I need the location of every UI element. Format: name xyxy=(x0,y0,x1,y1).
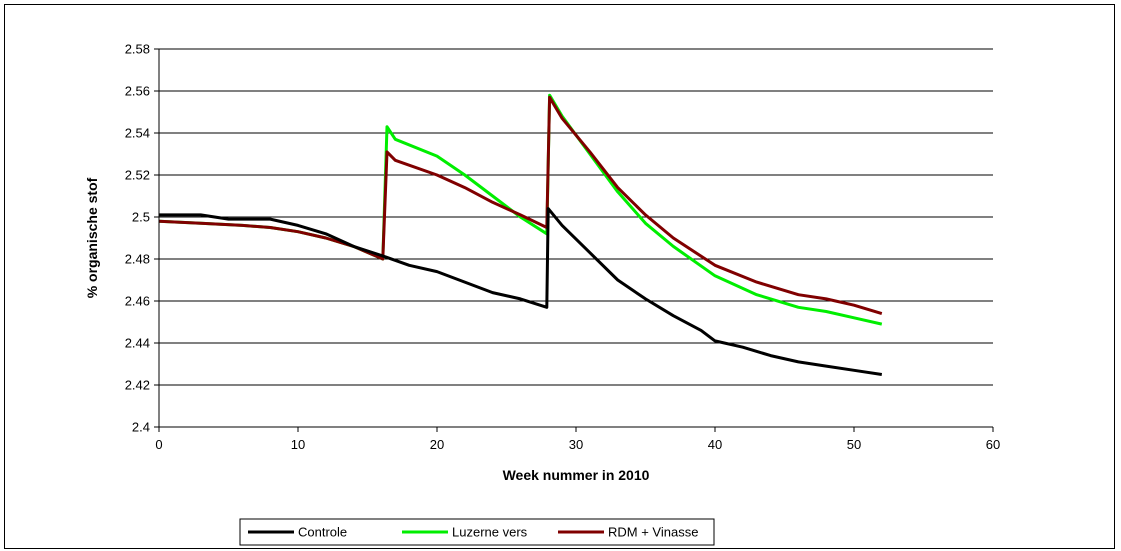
axes xyxy=(154,48,994,432)
series-line-luzerne-vers xyxy=(158,93,883,326)
y-tick-label: 2.46 xyxy=(125,294,150,309)
y-tick-label: 2.56 xyxy=(125,84,150,99)
x-tick-label: 0 xyxy=(155,437,162,452)
line-chart: 2.4 2.42 2.44 2.46 2.48 2.5 2.52 2.54 2.56 2.58 0… xyxy=(84,42,1000,546)
y-tick-label: 2.48 xyxy=(125,252,150,267)
legend-box xyxy=(239,518,715,546)
x-tick-label: 60 xyxy=(986,437,1000,452)
y-tick-labels: 2.4 2.42 2.44 2.46 2.48 2.5 2.52 2.54 2.56 2.58 xyxy=(125,42,150,435)
y-tick-label: 2.5 xyxy=(132,210,150,225)
legend-label: RDM + Vinasse xyxy=(608,525,698,540)
chart-frame: 2.4 2.42 2.44 2.46 2.48 2.5 2.52 2.54 2.56 2.58 0… xyxy=(4,4,1115,549)
x-tick-label: 20 xyxy=(430,437,444,452)
x-tick-label: 10 xyxy=(291,437,305,452)
series-line-controle xyxy=(159,207,883,376)
y-tick-label: 2.54 xyxy=(125,126,150,141)
x-tick-label: 30 xyxy=(569,437,583,452)
y-tick-label: 2.42 xyxy=(125,378,150,393)
legend-label: Controle xyxy=(298,525,347,540)
x-tick-label: 50 xyxy=(847,437,861,452)
y-tick-label: 2.4 xyxy=(132,420,150,435)
legend: Controle Luzerne vers RDM + Vinasse xyxy=(239,518,715,546)
legend-label: Luzerne vers xyxy=(452,525,528,540)
series-lines xyxy=(158,93,883,376)
y-axis-title: % organische stof xyxy=(84,177,100,298)
y-tick-label: 2.52 xyxy=(125,168,150,183)
x-tick-labels: 0 10 20 30 40 50 60 xyxy=(155,437,1000,452)
x-tick-label: 40 xyxy=(708,437,722,452)
series-line-rdm-vinasse xyxy=(158,95,883,316)
grid-lines xyxy=(159,48,993,386)
y-tick-label: 2.44 xyxy=(125,336,150,351)
x-axis-title: Week nummer in 2010 xyxy=(503,467,650,483)
y-tick-label: 2.58 xyxy=(125,42,150,57)
